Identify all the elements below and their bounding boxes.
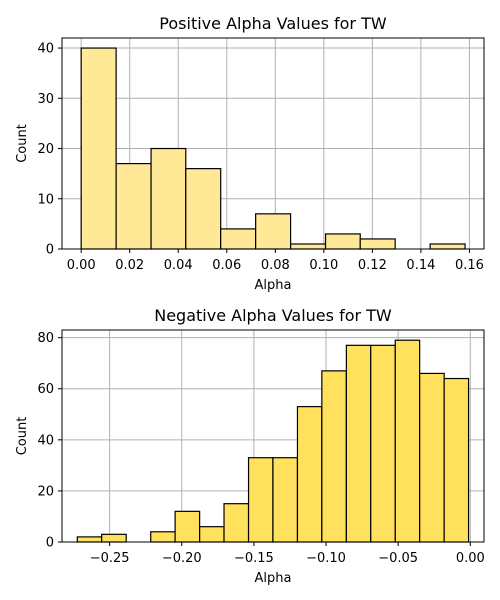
histogram-bar <box>255 213 292 250</box>
histogram-bar <box>115 162 152 250</box>
histogram-bar <box>199 526 225 543</box>
x-tick-label: 0.08 <box>261 258 290 273</box>
y-tick-label: 40 <box>37 42 54 57</box>
histogram-bar <box>220 228 257 250</box>
y-tick-label: 10 <box>37 192 54 207</box>
x-tick-label: −0.25 <box>90 551 130 566</box>
y-tick-label: 30 <box>37 92 54 107</box>
histogram-bar <box>223 503 250 543</box>
y-tick-label: 0 <box>46 536 54 551</box>
x-tick-label: 0.02 <box>115 258 144 273</box>
x-tick-label: 0.06 <box>212 258 241 273</box>
histogram-bar <box>289 243 327 250</box>
x-axis-label: Alpha <box>255 278 292 293</box>
histogram-bar <box>101 533 127 543</box>
y-tick-label: 20 <box>37 142 54 157</box>
axes-frame <box>61 37 485 250</box>
y-axis-label: Count <box>15 124 30 163</box>
y-tick-label: 20 <box>37 484 54 499</box>
y-tick-label: 80 <box>37 331 54 346</box>
histogram-bar <box>272 457 299 543</box>
histogram-bar <box>370 344 396 543</box>
y-tick-label: 0 <box>46 243 54 258</box>
positive-alpha-chart: 0.00 0.02 0.04 0.06 0.08 0.10 0.12 0.14 0.16 0 10 2… <box>15 14 485 293</box>
histogram-bar <box>345 344 372 543</box>
histogram-bar <box>247 457 274 543</box>
x-tick-label: 0.00 <box>456 551 485 566</box>
axes-frame <box>61 329 485 543</box>
histogram-bar <box>324 233 361 250</box>
histogram-bar <box>296 406 323 543</box>
histogram-bar <box>419 372 445 543</box>
x-tick-label: −0.05 <box>378 551 418 566</box>
histogram-bar <box>359 238 396 250</box>
x-tick-label: −0.15 <box>234 551 274 566</box>
histogram-bar <box>443 377 470 543</box>
histogram-bar <box>174 510 201 543</box>
x-tick-label: 0.14 <box>406 258 435 273</box>
histogram-bar <box>150 147 187 250</box>
histogram-bar <box>321 370 347 543</box>
x-tick-label: 0.04 <box>164 258 193 273</box>
x-tick-label: 0.16 <box>455 258 484 273</box>
histogram-bar <box>429 243 466 250</box>
y-tick-label: 40 <box>37 433 54 448</box>
chart-title: Negative Alpha Values for TW <box>154 306 392 325</box>
y-axis-label: Count <box>15 417 30 456</box>
chart-title: Positive Alpha Values for TW <box>159 14 387 33</box>
x-tick-label: −0.10 <box>306 551 346 566</box>
x-axis-label: Alpha <box>255 571 292 586</box>
histogram-bar <box>76 536 103 543</box>
negative-alpha-chart: −0.25 −0.20 −0.15 −0.10 −0.05 0.00 0 20 40 60 80 Ne… <box>15 306 485 586</box>
histogram-bar <box>80 47 117 250</box>
x-tick-label: 0.10 <box>309 258 338 273</box>
x-tick-label: −0.20 <box>162 551 202 566</box>
x-tick-label: 0.12 <box>358 258 387 273</box>
y-tick-label: 60 <box>37 382 54 397</box>
histogram-bar <box>394 339 421 543</box>
histogram-bar <box>150 531 176 543</box>
histogram-bar <box>185 168 222 250</box>
x-tick-label: 0.00 <box>67 258 96 273</box>
